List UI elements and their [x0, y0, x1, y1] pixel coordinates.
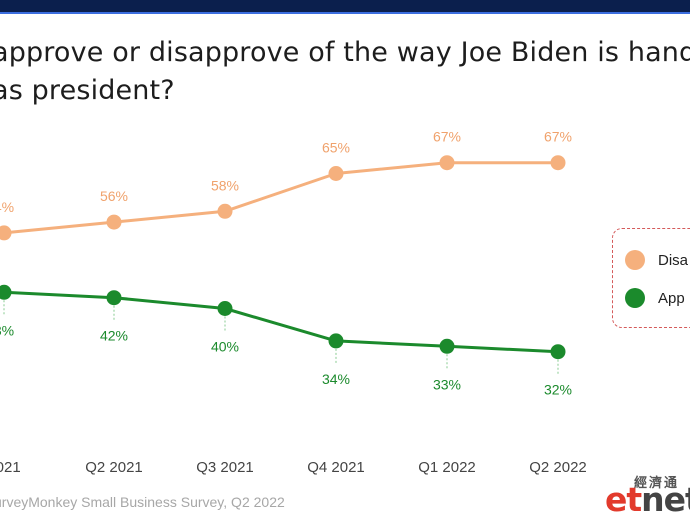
data-label-disapprove: 65%	[322, 140, 350, 156]
x-tick-label: Q2 2021	[85, 459, 143, 476]
legend-dot-disapprove	[625, 250, 645, 270]
data-label-approve: 33%	[433, 376, 461, 392]
data-point-disapprove	[0, 225, 12, 241]
data-label-approve: 40%	[211, 339, 239, 355]
data-point-disapprove	[328, 166, 344, 181]
x-tick-label: Q2 2022	[529, 459, 587, 476]
data-label-approve: 3%	[0, 322, 14, 338]
etnet-chinese-logo-text: 經濟通	[634, 476, 680, 491]
x-tick-label: Q3 2021	[196, 459, 254, 476]
etnet-logo: etnet	[605, 480, 690, 519]
legend-item-approve: App	[625, 286, 685, 310]
x-tick-label: Q4 2021	[307, 459, 365, 476]
legend-item-disapprove: Disa	[625, 248, 688, 272]
series-line-approve	[2, 290, 560, 354]
legend-label-approve: App	[658, 289, 685, 307]
data-point-approve	[106, 290, 122, 306]
data-point-disapprove	[217, 203, 233, 219]
chart-title-line-1: approve or disapprove of the way Joe Bid…	[0, 37, 690, 68]
legend-label-disapprove: Disa	[658, 251, 689, 269]
chart-title: approve or disapprove of the way Joe Bid…	[0, 34, 690, 110]
data-label-disapprove: 56%	[100, 188, 128, 204]
data-point-disapprove	[106, 214, 122, 230]
data-point-approve	[439, 338, 455, 354]
etnet-logo-net: net	[641, 480, 690, 519]
data-point-approve	[550, 344, 566, 360]
data-point-approve	[328, 333, 344, 349]
data-label-disapprove: 67%	[433, 129, 461, 145]
chart-title-line-2: as president?	[0, 75, 175, 106]
data-label-approve: 42%	[100, 328, 128, 344]
legend-dot-approve	[625, 288, 645, 308]
legend: Disa App	[612, 228, 690, 328]
data-point-approve	[217, 301, 233, 316]
data-label-disapprove: 58%	[211, 177, 239, 193]
data-label-disapprove: 67%	[544, 129, 572, 145]
source-note: urveyMonkey Small Business Survey, Q2 20…	[0, 494, 285, 510]
x-tick-label: 2021	[0, 459, 21, 476]
data-label-approve: 34%	[322, 371, 350, 387]
top-banner-accent	[0, 12, 690, 14]
data-label-approve: 32%	[544, 382, 572, 398]
series-line-disapprove	[2, 161, 560, 235]
etnet-logo-et: et	[605, 480, 642, 519]
top-banner	[0, 0, 690, 12]
x-tick-label: Q1 2022	[418, 459, 476, 476]
data-label-disapprove: 4%	[0, 199, 14, 215]
data-point-disapprove	[439, 155, 455, 171]
data-point-approve	[0, 284, 12, 300]
data-point-disapprove	[550, 155, 566, 171]
